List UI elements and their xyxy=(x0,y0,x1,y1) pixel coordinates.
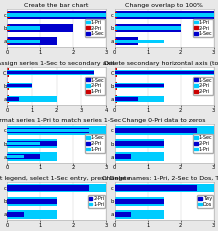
Bar xyxy=(7,129,89,132)
Bar xyxy=(7,11,106,19)
Bar xyxy=(115,141,164,146)
Bar xyxy=(7,40,40,43)
Bar xyxy=(115,139,164,148)
Bar xyxy=(7,13,106,17)
Title: Change 0-Pri data to zeros: Change 0-Pri data to zeros xyxy=(123,118,206,123)
Bar xyxy=(115,197,164,206)
Bar xyxy=(115,11,214,19)
Bar xyxy=(7,26,40,30)
Bar xyxy=(115,26,181,30)
Bar xyxy=(7,96,56,102)
Bar xyxy=(7,152,56,161)
Bar xyxy=(7,185,89,191)
Title: Assign series 1-Sec to secondary axis: Assign series 1-Sec to secondary axis xyxy=(0,61,116,66)
Legend: Twy, Dos: Twy, Dos xyxy=(197,195,213,208)
Bar xyxy=(115,210,164,219)
Bar xyxy=(115,184,214,192)
Bar xyxy=(7,212,24,217)
Bar xyxy=(115,24,181,32)
Bar xyxy=(115,13,214,17)
Legend: 1-Sec, 2-Pri, 2-Pri: 1-Sec, 2-Pri, 2-Pri xyxy=(193,76,213,95)
Bar xyxy=(7,71,94,74)
Bar xyxy=(115,68,117,77)
Bar xyxy=(115,212,131,217)
Bar xyxy=(7,12,10,18)
Bar xyxy=(7,197,56,206)
Bar xyxy=(7,25,10,31)
Bar xyxy=(7,142,40,145)
Legend: 1-Sec, 2-Pri, 1-Pri: 1-Sec, 2-Pri, 1-Pri xyxy=(193,134,213,153)
Bar xyxy=(115,82,117,90)
Bar xyxy=(115,185,197,191)
Bar xyxy=(115,84,164,87)
Legend: 1-Pri, 2-Pri, 1-Sec: 1-Pri, 2-Pri, 1-Sec xyxy=(193,19,213,37)
Bar xyxy=(7,82,9,90)
Title: Change names: 1-Pri, 2-Sec to Dos, Two: Change names: 1-Pri, 2-Sec to Dos, Two xyxy=(102,176,218,181)
Bar xyxy=(7,68,9,77)
Bar xyxy=(115,40,164,43)
Bar xyxy=(7,154,40,159)
Title: Create the bar chart: Create the bar chart xyxy=(24,3,89,8)
Bar xyxy=(7,83,32,88)
Bar xyxy=(7,39,10,44)
Bar xyxy=(7,126,106,135)
Legend: 1-Sec, 2-Pri, 1-Pri: 1-Sec, 2-Pri, 1-Pri xyxy=(85,76,106,95)
Legend: 1-Pri, 2-Pri, 1-Sec: 1-Pri, 2-Pri, 1-Sec xyxy=(85,19,106,37)
Bar xyxy=(115,25,117,31)
Bar xyxy=(7,70,94,75)
Bar xyxy=(115,128,197,133)
Bar xyxy=(7,139,56,148)
Bar xyxy=(115,154,131,159)
Title: Change overlap to 100%: Change overlap to 100% xyxy=(125,3,203,8)
Bar xyxy=(7,199,56,204)
Title: Format series 1-Pri to match series 1-Sec: Format series 1-Pri to match series 1-Se… xyxy=(0,118,121,123)
Bar xyxy=(7,155,24,158)
Legend: 1-Sec, 2-Pri, 1-Pri: 1-Sec, 2-Pri, 1-Pri xyxy=(85,134,106,153)
Bar xyxy=(115,37,138,46)
Bar xyxy=(115,12,117,18)
Bar xyxy=(115,70,214,75)
Bar xyxy=(7,184,106,192)
Bar xyxy=(115,97,138,100)
Bar xyxy=(7,128,89,133)
Title: Select legend, select 1-Sec entry, press Delete: Select legend, select 1-Sec entry, press… xyxy=(0,176,130,181)
Bar xyxy=(7,141,56,146)
Bar xyxy=(115,96,164,102)
Bar xyxy=(115,126,214,135)
Bar xyxy=(115,83,164,88)
Bar xyxy=(115,39,117,44)
Bar xyxy=(115,199,164,204)
Bar xyxy=(115,95,117,103)
Legend: 2-Pri, 1-Pri: 2-Pri, 1-Pri xyxy=(88,195,106,208)
Bar xyxy=(115,152,164,161)
Bar xyxy=(115,71,214,74)
Bar xyxy=(7,95,9,103)
Bar xyxy=(7,210,56,219)
Bar xyxy=(7,24,73,32)
Bar xyxy=(7,37,56,46)
Title: Delete secondary horizontal axis (too): Delete secondary horizontal axis (too) xyxy=(104,61,218,66)
Bar xyxy=(7,97,19,100)
Bar xyxy=(7,84,32,87)
